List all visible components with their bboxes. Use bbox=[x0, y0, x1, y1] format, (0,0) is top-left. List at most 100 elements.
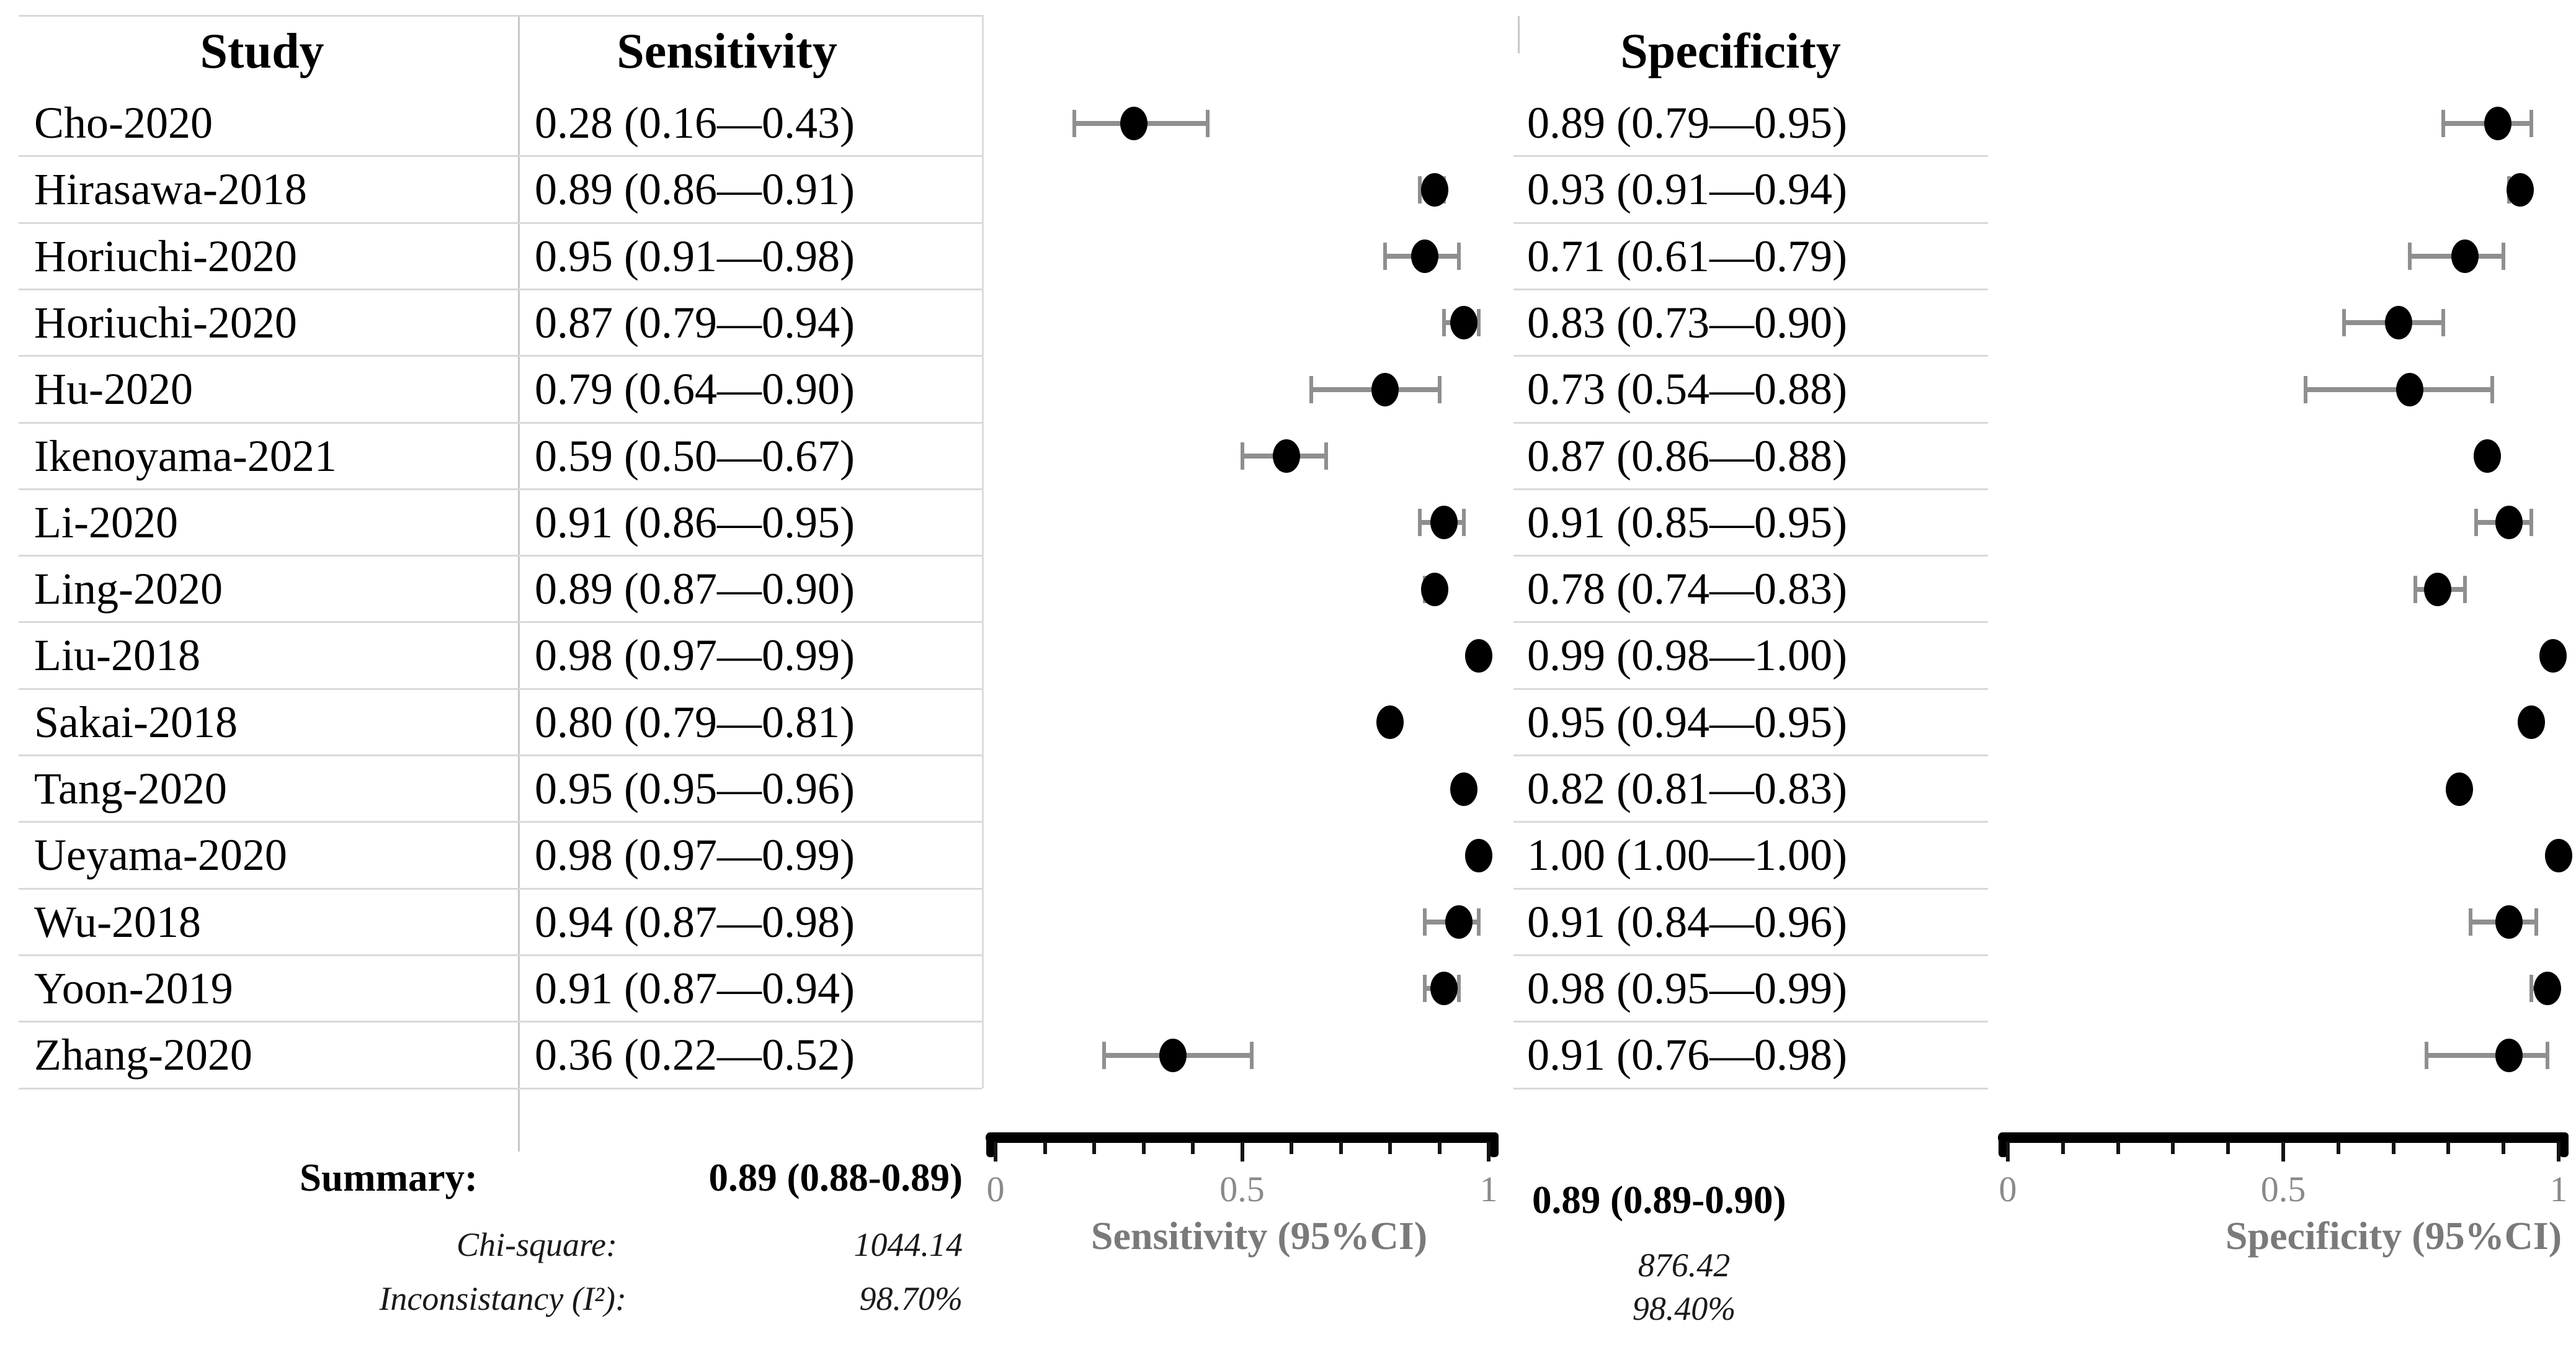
specificity-value: 0.83 (0.73—0.90) bbox=[1527, 297, 1847, 347]
specificity-axis-tick bbox=[2446, 1142, 2451, 1154]
row-separator bbox=[1513, 887, 1988, 890]
sensitivity-axis-bar bbox=[986, 1132, 1499, 1143]
specificity-value: 0.98 (0.95—0.99) bbox=[1527, 963, 1847, 1013]
row-separator bbox=[19, 555, 982, 557]
row-separator bbox=[1513, 821, 1988, 823]
row-separator bbox=[19, 355, 982, 357]
table-row: Ling-2020 0.89 (0.87—0.90) 0.78 (0.74—0.83… bbox=[0, 556, 2576, 622]
sensitivity-axis-tick bbox=[1339, 1142, 1343, 1154]
sensitivity-tick-label: 0.5 bbox=[1219, 1169, 1265, 1209]
sensitivity-axis-tick bbox=[1240, 1142, 1244, 1162]
sensitivity-value: 0.36 (0.22—0.52) bbox=[535, 1030, 855, 1080]
sensitivity-value: 0.89 (0.87—0.90) bbox=[535, 564, 855, 614]
point-dot bbox=[2484, 106, 2512, 140]
error-bar-cap-high bbox=[1462, 509, 1466, 537]
sensitivity-axis-tick bbox=[1092, 1142, 1096, 1154]
sensitivity-axis-tick bbox=[1437, 1142, 1442, 1154]
error-bar-cap-high bbox=[2529, 109, 2533, 137]
point-dot bbox=[1430, 506, 1458, 540]
specificity-tick-label: 0 bbox=[1999, 1169, 2017, 1209]
row-separator bbox=[1513, 754, 1988, 756]
specificity-value: 0.73 (0.54—0.88) bbox=[1527, 364, 1847, 414]
study-column-header: Study bbox=[200, 24, 324, 79]
point-dot bbox=[1465, 638, 1493, 673]
sensitivity-value: 0.80 (0.79—0.81) bbox=[535, 697, 855, 747]
specificity-axis-tick bbox=[2502, 1142, 2506, 1154]
point-dot bbox=[1120, 106, 1148, 140]
study-label: Ueyama-2020 bbox=[34, 830, 287, 880]
error-bar-cap-low bbox=[1422, 908, 1427, 936]
table-row: Liu-2018 0.98 (0.97—0.99) 0.99 (0.98—1.00) bbox=[0, 622, 2576, 689]
point-dot bbox=[2539, 638, 2567, 673]
row-separator bbox=[19, 1087, 982, 1090]
point-dot bbox=[2495, 506, 2523, 540]
column-divider bbox=[518, 15, 520, 1152]
study-label: Hirasawa-2018 bbox=[34, 164, 307, 215]
error-bar-cap-low bbox=[1309, 375, 1313, 403]
point-dot bbox=[2446, 772, 2474, 806]
specificity-axis-tick bbox=[2006, 1142, 2010, 1162]
sensitivity-axis-tick bbox=[994, 1142, 997, 1162]
error-bar-cap-high bbox=[1477, 908, 1481, 936]
study-label: Ikenoyama-2021 bbox=[34, 431, 337, 481]
point-dot bbox=[2396, 372, 2424, 406]
row-separator bbox=[19, 887, 982, 890]
chi-square-specificity: 876.42 bbox=[1638, 1247, 1731, 1284]
error-bar-cap-low bbox=[2342, 309, 2346, 337]
point-dot bbox=[2495, 1038, 2523, 1072]
study-label: Cho-2020 bbox=[34, 98, 213, 148]
row-separator bbox=[1513, 421, 1988, 424]
row-separator bbox=[19, 488, 982, 490]
table-row: Yoon-2019 0.91 (0.87—0.94) 0.98 (0.95—0.99… bbox=[0, 956, 2576, 1022]
error-bar-cap-high bbox=[1250, 1041, 1254, 1069]
table-row: Hu-2020 0.79 (0.64—0.90) 0.73 (0.54—0.88) bbox=[0, 356, 2576, 423]
specificity-axis-title: Specificity (95%CI) bbox=[2225, 1214, 2562, 1258]
error-bar-cap-low bbox=[1102, 1041, 1106, 1069]
row-separator bbox=[1513, 1087, 1988, 1090]
specificity-tick-label: 1 bbox=[2549, 1169, 2568, 1209]
table-row: Zhang-2020 0.36 (0.22—0.52) 0.91 (0.76—0.9… bbox=[0, 1022, 2576, 1088]
sensitivity-value: 0.94 (0.87—0.98) bbox=[535, 897, 855, 947]
study-label: Yoon-2019 bbox=[34, 963, 233, 1013]
summary-label: Summary: bbox=[300, 1156, 478, 1199]
specificity-value: 0.89 (0.79—0.95) bbox=[1527, 98, 1847, 148]
table-row: Li-2020 0.91 (0.86—0.95) 0.91 (0.85—0.95) bbox=[0, 490, 2576, 556]
point-dot bbox=[2451, 240, 2479, 274]
sensitivity-axis-tick bbox=[1043, 1142, 1047, 1154]
inconsistency-sensitivity: 98.70% bbox=[859, 1280, 963, 1317]
error-bar-cap-high bbox=[1457, 975, 1461, 1003]
point-dot bbox=[2423, 572, 2451, 606]
sensitivity-value: 0.95 (0.95—0.96) bbox=[535, 764, 855, 813]
error-bar-cap-low bbox=[2408, 243, 2412, 271]
specificity-tick-label: 0.5 bbox=[2260, 1169, 2306, 1209]
point-dot bbox=[1371, 372, 1399, 406]
row-separator bbox=[1513, 555, 1988, 557]
table-row: Hirasawa-2018 0.89 (0.86—0.91) 0.93 (0.91—… bbox=[0, 156, 2576, 223]
error-bar-cap-high bbox=[1457, 243, 1461, 271]
sensitivity-value: 0.87 (0.79—0.94) bbox=[535, 297, 855, 347]
point-dot bbox=[2517, 705, 2545, 740]
error-bar-cap-low bbox=[1417, 176, 1422, 204]
specificity-axis-tick bbox=[2226, 1142, 2231, 1154]
sensitivity-axis-tick bbox=[1191, 1142, 1195, 1154]
sensitivity-value: 0.98 (0.97—0.99) bbox=[535, 630, 855, 681]
row-separator bbox=[19, 288, 982, 290]
specificity-value: 1.00 (1.00—1.00) bbox=[1527, 830, 1847, 880]
study-label: Li-2020 bbox=[34, 497, 178, 547]
table-row: Cho-2020 0.28 (0.16—0.43) 0.89 (0.79—0.95) bbox=[0, 90, 2576, 156]
specificity-value: 0.71 (0.61—0.79) bbox=[1527, 231, 1847, 281]
point-dot bbox=[1445, 905, 1473, 939]
row-separator bbox=[1513, 488, 1988, 490]
specificity-value: 0.82 (0.81—0.83) bbox=[1527, 764, 1847, 813]
specificity-value: 0.91 (0.85—0.95) bbox=[1527, 497, 1847, 547]
specificity-axis-tick bbox=[2336, 1142, 2340, 1154]
row-separator bbox=[19, 1021, 982, 1023]
specificity-axis-tick bbox=[2116, 1142, 2120, 1154]
table-row: Horiuchi-2020 0.87 (0.79—0.94) 0.83 (0.73—… bbox=[0, 290, 2576, 356]
error-bar bbox=[2426, 1052, 2548, 1058]
row-separator bbox=[19, 821, 982, 823]
sensitivity-column-header: Sensitivity bbox=[617, 24, 837, 79]
error-bar-cap-high bbox=[1324, 442, 1328, 470]
row-separator bbox=[1513, 687, 1988, 690]
error-bar-cap-low bbox=[1383, 243, 1388, 271]
